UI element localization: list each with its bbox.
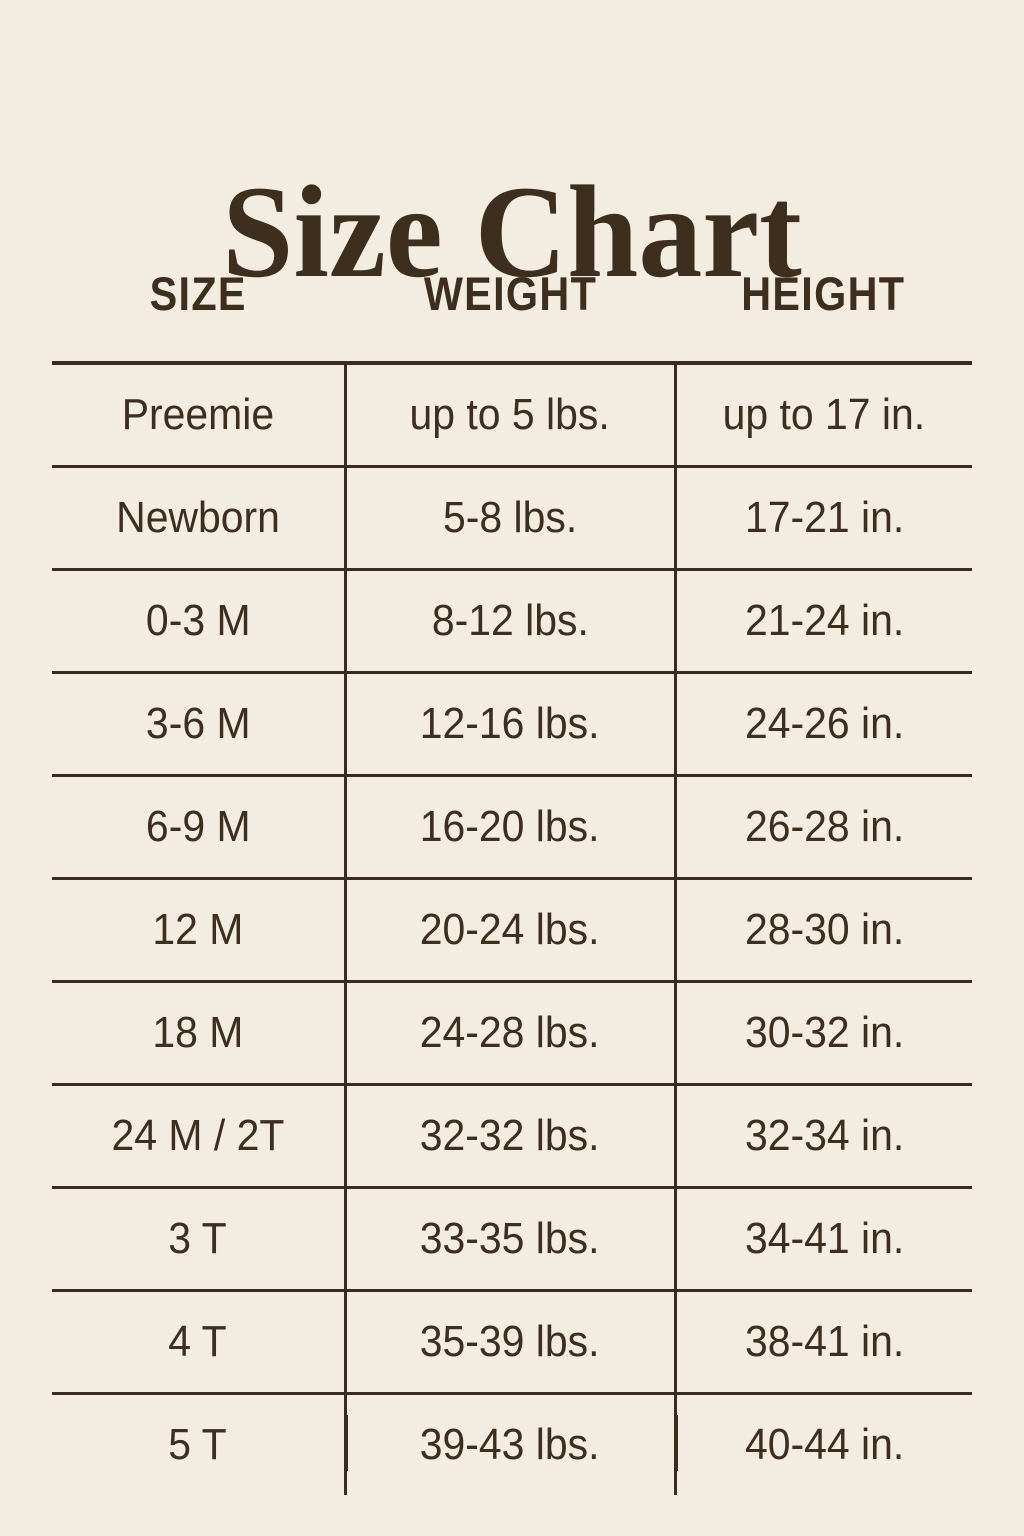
cell-weight-value: 32-32 lbs.: [420, 1111, 600, 1160]
cell-size-value: 12 M: [152, 905, 244, 954]
cell-height: 32-34 in.: [673, 1084, 972, 1189]
cell-weight-value: 24-28 lbs.: [420, 1008, 600, 1057]
cell-weight: 24-28 lbs.: [343, 981, 675, 1086]
cell-size: Preemie: [52, 363, 345, 468]
cell-size: Newborn: [52, 466, 345, 571]
table-header: SIZE WEIGHT HEIGHT: [52, 266, 972, 363]
cell-size-value: 3-6 M: [145, 699, 251, 748]
cell-height: 34-41 in.: [673, 1187, 972, 1292]
cell-size-value: 0-3 M: [145, 596, 251, 645]
cell-size-value: Newborn: [115, 493, 280, 542]
cell-height-value: 17-21 in.: [744, 493, 904, 542]
cell-size-value: 18 M: [152, 1008, 244, 1057]
cell-size: 3 T: [52, 1187, 345, 1292]
table-row: Newborn 5-8 lbs. 17-21 in.: [52, 466, 972, 571]
cell-size: 4 T: [52, 1290, 345, 1395]
cell-height: 28-30 in.: [673, 878, 972, 983]
cell-height: 26-28 in.: [673, 775, 972, 880]
cell-weight-value: 39-43 lbs.: [420, 1420, 600, 1469]
table-row: 3-6 M 12-16 lbs. 24-26 in.: [52, 672, 972, 777]
cell-height-value: 38-41 in.: [744, 1317, 904, 1366]
cell-weight-value: 16-20 lbs.: [420, 802, 600, 851]
cell-weight: 20-24 lbs.: [343, 878, 675, 983]
cell-weight-value: 35-39 lbs.: [420, 1317, 600, 1366]
table-row: 4 T 35-39 lbs. 38-41 in.: [52, 1290, 972, 1395]
cell-size: 0-3 M: [52, 569, 345, 674]
cell-size: 12 M: [52, 878, 345, 983]
column-header-weight: WEIGHT: [345, 266, 675, 363]
cell-height-value: 21-24 in.: [744, 596, 904, 645]
cell-weight: 5-8 lbs.: [343, 466, 675, 571]
cell-weight-value: 20-24 lbs.: [420, 905, 600, 954]
cell-height-value: 32-34 in.: [744, 1111, 904, 1160]
size-chart-table-wrap: SIZE WEIGHT HEIGHT Preemie up to 5 lbs. …: [52, 266, 972, 1495]
cell-height: 21-24 in.: [673, 569, 972, 674]
table-row: 0-3 M 8-12 lbs. 21-24 in.: [52, 569, 972, 674]
column-header-size-label: SIZE: [149, 267, 248, 320]
cell-height-value: 30-32 in.: [744, 1008, 904, 1057]
cell-weight: 33-35 lbs.: [343, 1187, 675, 1292]
table-row: 6-9 M 16-20 lbs. 26-28 in.: [52, 775, 972, 880]
column-header-height: HEIGHT: [675, 266, 972, 363]
cell-weight-value: 5-8 lbs.: [442, 493, 578, 542]
cell-weight-value: 12-16 lbs.: [420, 699, 600, 748]
cell-size-value: 5 T: [168, 1420, 227, 1469]
cell-weight: 39-43 lbs.: [343, 1393, 675, 1495]
cell-weight: 12-16 lbs.: [343, 672, 675, 777]
table-row: 12 M 20-24 lbs. 28-30 in.: [52, 878, 972, 983]
cell-weight: 16-20 lbs.: [343, 775, 675, 880]
table-row: 3 T 33-35 lbs. 34-41 in.: [52, 1187, 972, 1292]
column-divider-tail-1: [345, 1415, 348, 1471]
cell-height: up to 17 in.: [673, 363, 972, 468]
cell-size-value: Preemie: [121, 390, 274, 439]
table-row: Preemie up to 5 lbs. up to 17 in.: [52, 363, 972, 468]
table-body: Preemie up to 5 lbs. up to 17 in. Newbor…: [52, 363, 972, 1495]
cell-weight: 32-32 lbs.: [343, 1084, 675, 1189]
cell-weight-value: up to 5 lbs.: [409, 390, 611, 439]
cell-size: 24 M / 2T: [52, 1084, 345, 1189]
cell-weight: 35-39 lbs.: [343, 1290, 675, 1395]
cell-size-value: 6-9 M: [145, 802, 251, 851]
cell-height: 24-26 in.: [673, 672, 972, 777]
cell-height: 40-44 in.: [673, 1393, 972, 1495]
cell-height: 38-41 in.: [673, 1290, 972, 1395]
table-row: 18 M 24-28 lbs. 30-32 in.: [52, 981, 972, 1086]
cell-size: 6-9 M: [52, 775, 345, 880]
cell-height-value: 28-30 in.: [744, 905, 904, 954]
cell-height-value: 24-26 in.: [744, 699, 904, 748]
column-header-size: SIZE: [52, 266, 345, 363]
cell-weight-value: 8-12 lbs.: [431, 596, 589, 645]
cell-height: 17-21 in.: [673, 466, 972, 571]
cell-size: 5 T: [52, 1394, 345, 1496]
table-row: 5 T 39-43 lbs. 40-44 in.: [52, 1393, 972, 1496]
cell-height-value: 34-41 in.: [744, 1214, 904, 1263]
page-title: Size Chart: [222, 158, 802, 306]
cell-weight: 8-12 lbs.: [343, 569, 675, 674]
cell-weight: up to 5 lbs.: [343, 363, 675, 468]
cell-size: 18 M: [52, 981, 345, 1086]
cell-height-value: up to 17 in.: [722, 390, 926, 439]
table-row: 24 M / 2T 32-32 lbs. 32-34 in.: [52, 1084, 972, 1189]
column-header-height-label: HEIGHT: [741, 267, 906, 320]
cell-height: 30-32 in.: [673, 981, 972, 1086]
size-chart-table: SIZE WEIGHT HEIGHT Preemie up to 5 lbs. …: [52, 266, 972, 1495]
cell-weight-value: 33-35 lbs.: [420, 1214, 600, 1263]
cell-size-value: 3 T: [168, 1214, 227, 1263]
cell-height-value: 40-44 in.: [744, 1420, 904, 1469]
cell-size-value: 4 T: [168, 1317, 227, 1366]
cell-size: 3-6 M: [52, 672, 345, 777]
cell-size-value: 24 M / 2T: [111, 1111, 285, 1160]
column-divider-tail-2: [675, 1415, 678, 1471]
table-header-row: SIZE WEIGHT HEIGHT: [52, 266, 972, 363]
column-header-weight-label: WEIGHT: [423, 267, 597, 320]
cell-height-value: 26-28 in.: [744, 802, 904, 851]
